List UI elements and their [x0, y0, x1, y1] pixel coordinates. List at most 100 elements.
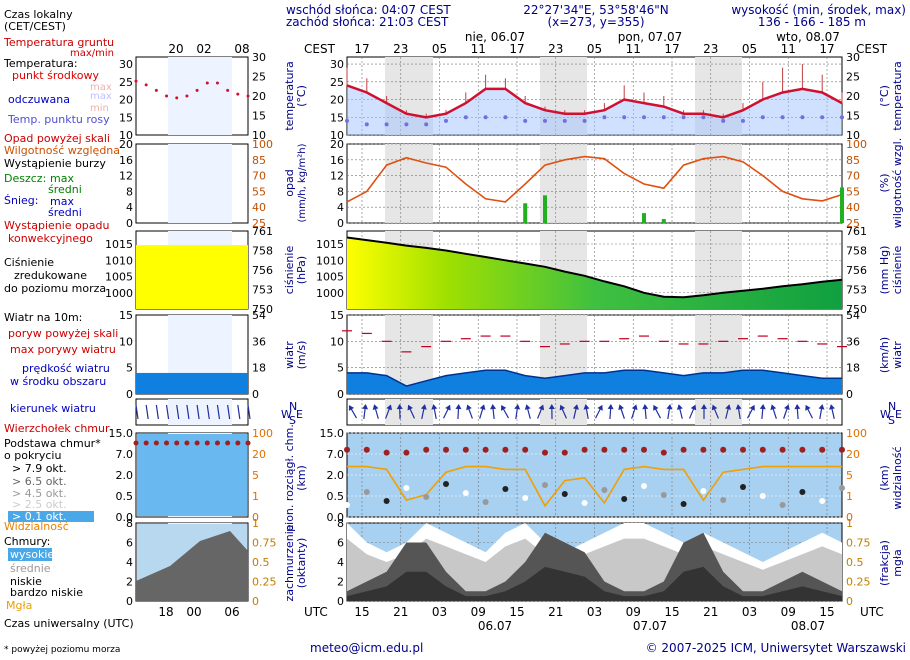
- legend-high: wysokie: [10, 548, 54, 561]
- legend-precip-occur: Wystąpienie opadu: [4, 219, 109, 232]
- legend-humidity: Wilgotność względna: [4, 144, 120, 157]
- cloud-left-unit: (km): [295, 465, 308, 491]
- mini-wind-arrow: [155, 404, 159, 420]
- legend-mid: średnie: [10, 562, 51, 575]
- wind-arrow: [583, 404, 590, 419]
- wind-arrow-head: [362, 404, 369, 410]
- y-tick-right: 54: [846, 309, 860, 322]
- mini-y-tick-left: 30: [119, 58, 133, 71]
- cloud-top-dot: [799, 446, 806, 453]
- cloud-top-dot: [839, 446, 845, 453]
- y-tick-left: 20: [330, 138, 344, 151]
- compass-w-right: W: [880, 408, 891, 421]
- legend-ground-temp-sub: max/min: [70, 48, 114, 59]
- cloud-base-dot: [819, 498, 826, 504]
- wind-arrow-head: [431, 404, 438, 410]
- mini-y-tick-right: 0: [252, 388, 259, 401]
- wind-arrow-head: [396, 404, 403, 410]
- mini-night-4: [168, 399, 232, 425]
- legend-cloud-base-sub: o pokryciu: [4, 449, 61, 462]
- legend-ground-temp: Temperatura gruntu: [3, 36, 114, 49]
- cest-hour-tick: 17: [509, 42, 524, 56]
- press-left-title: ciśnienie: [283, 246, 296, 295]
- compass-n-right: N: [888, 400, 896, 413]
- mini-y-tick-right: 36: [252, 335, 266, 348]
- mini-y-tick-left: 1010: [105, 254, 133, 267]
- dew-point-dot: [840, 115, 844, 120]
- mini-cloud-top-dot: [245, 440, 251, 446]
- footer-email[interactable]: meteo@icm.edu.pl: [310, 641, 423, 655]
- cloud-base-dot: [680, 501, 687, 507]
- cest-hour-tick: 17: [819, 42, 834, 56]
- precip-left-title: opad: [283, 169, 296, 196]
- mini-cloud-bg: [137, 434, 247, 516]
- utc-hour-tick: 03: [742, 605, 757, 619]
- altitude-label: wysokość (min, środek, max): [731, 3, 906, 17]
- wind-arrow: [642, 404, 649, 420]
- mini-top-hour: 02: [196, 42, 211, 56]
- dew-point-dot: [562, 118, 567, 123]
- cloud-base-dot: [542, 482, 548, 488]
- wind-arrow: [455, 404, 462, 420]
- wind-arrow: [407, 404, 416, 419]
- cloud-top-dot: [700, 446, 707, 453]
- dew-point-dot: [463, 115, 468, 120]
- coords-text: 22°27'34"E, 53°58'46"N: [523, 3, 668, 17]
- mini-cloud-top-dot: [204, 440, 210, 446]
- y-tick-left: 10: [330, 129, 344, 142]
- cloud-base-dot: [700, 488, 707, 494]
- wind-arrow: [442, 404, 451, 419]
- wind-arrow-head: [631, 404, 638, 411]
- wind-arrow-head: [597, 404, 603, 411]
- y-tick-right: 0.75: [846, 537, 871, 550]
- cloud-top-dot: [542, 449, 548, 456]
- compass-e-right: E: [895, 408, 902, 421]
- mini-y-tick-right: 100: [252, 138, 273, 151]
- mini-wind-arrow: [176, 404, 180, 420]
- legend-felt: odczuwana: [8, 93, 70, 106]
- y-tick-left: 10: [330, 335, 344, 348]
- wind-arrow: [746, 404, 755, 419]
- utc-hour-tick: 15: [509, 605, 524, 619]
- cloud-base-dot: [759, 493, 766, 499]
- cest-hour-tick: 05: [742, 42, 757, 56]
- cloud-base-dot: [799, 489, 806, 495]
- mini-cloud-top-dot: [194, 440, 200, 446]
- wind-arrow-head: [372, 404, 379, 410]
- wind-arrow-head: [759, 404, 766, 410]
- day-top-2: pon, 07.07: [618, 30, 683, 44]
- wind-arrow-head: [583, 404, 590, 410]
- dew-point-dot: [642, 115, 646, 120]
- mini-wind-arrow: [216, 404, 221, 420]
- cloud-y-tick-left: 7.0: [327, 448, 345, 461]
- legend-footnote: * powyżej poziomu morza: [4, 645, 120, 655]
- cloud-base-dot: [363, 489, 370, 495]
- mini-y-tick-right: 25: [252, 217, 266, 230]
- wind-arrow-head: [784, 404, 790, 411]
- wind-arrow: [711, 404, 719, 419]
- mini-cov-area: [136, 531, 248, 601]
- mini-y-tick-left: 8: [126, 185, 133, 198]
- cloud-base-dot: [779, 502, 786, 508]
- wind-arrow-head: [407, 404, 413, 411]
- mini-night-0: [168, 57, 232, 135]
- y-tick-left: 5: [337, 362, 344, 375]
- cloud-top-dot: [383, 449, 390, 456]
- night-band-4-2: [695, 399, 742, 425]
- wind-arrow: [537, 404, 545, 419]
- sunrise-text: wschód słońca: 04:07 CEST: [286, 3, 451, 17]
- dew-point-dot: [523, 118, 528, 123]
- precip-bar: [661, 219, 666, 223]
- wind-arrow-head: [455, 404, 462, 410]
- mini-y-tick-right: 40: [252, 201, 266, 214]
- cloud-top-dot: [344, 446, 350, 453]
- wind-arrow-head: [607, 404, 614, 410]
- mini-y-tick-left: 0: [126, 388, 133, 401]
- legend-okt-4: > 2.5 okt.: [12, 498, 67, 511]
- humidity-line: [346, 155, 843, 203]
- mini-y-tick-right: 70: [252, 170, 266, 183]
- y-tick-right: 0: [846, 388, 853, 401]
- legend-pressure-3: do poziomu morza: [4, 282, 106, 295]
- mini-cloud-y-tick-right: 1: [252, 490, 259, 503]
- mini-wind-arrow: [247, 404, 251, 420]
